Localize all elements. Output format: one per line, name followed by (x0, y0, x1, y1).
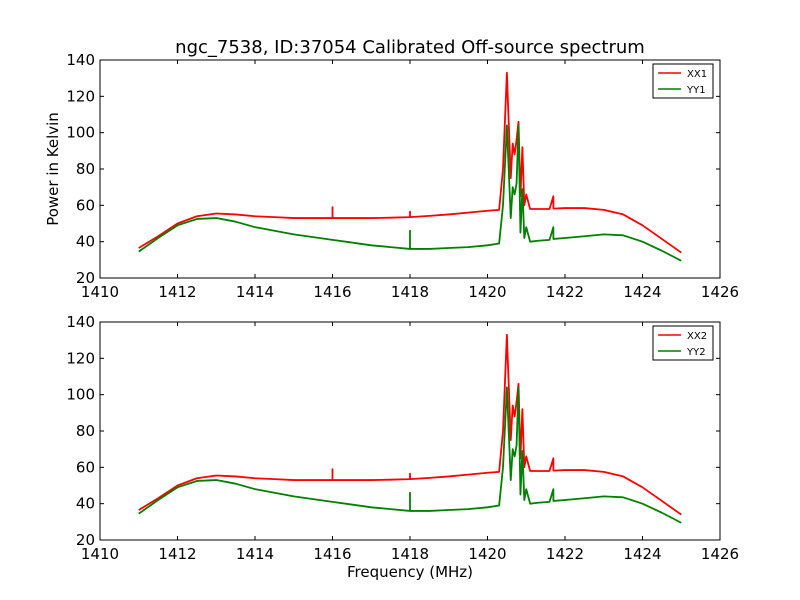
y-tick-label: 140 (66, 51, 95, 69)
y-tick-label: 60 (76, 196, 95, 214)
x-tick-label: 1416 (313, 283, 351, 301)
x-tick-label: 1414 (236, 283, 274, 301)
bottom-panel: 1410 1412 1414 1416 1418 1420 1422 1424 1426 20 40… (66, 313, 739, 563)
legend-label: YY2 (686, 347, 706, 358)
x-tick-label: 1414 (236, 545, 274, 563)
legend-box (652, 325, 714, 361)
legend-label: XX1 (687, 69, 707, 80)
x-tick-label: 1418 (391, 545, 429, 563)
x-tick-label: 1420 (468, 283, 506, 301)
x-tick-label: 1412 (158, 545, 196, 563)
y-tick-label: 100 (66, 386, 95, 404)
y-tick-label: 40 (76, 233, 95, 251)
x-tick-label: 1410 (81, 545, 119, 563)
y-tick-label: 100 (66, 124, 95, 142)
y-tick-label: 20 (76, 531, 95, 549)
x-tick-label: 1426 (701, 283, 739, 301)
series-line-xx2 (138, 333, 682, 516)
series-lines (138, 71, 682, 262)
x-tick-label: 1424 (623, 283, 661, 301)
y-tick-label: 140 (66, 313, 95, 331)
y-tick-label: 80 (76, 422, 95, 440)
y-tick-label: 80 (76, 160, 95, 178)
legend-label: YY1 (686, 85, 706, 96)
y-tick-label: 20 (76, 269, 95, 287)
x-tick-label: 1420 (468, 545, 506, 563)
x-tick-label: 1422 (546, 545, 584, 563)
x-tick-label: 1412 (158, 283, 196, 301)
x-tick-label: 1418 (391, 283, 429, 301)
y-tick-label: 120 (66, 87, 95, 105)
y-tick-label: 40 (76, 495, 95, 513)
chart-title: ngc_7538, ID:37054 Calibrated Off-source… (175, 37, 645, 58)
x-tick-label: 1410 (81, 283, 119, 301)
top-panel: 1410 1412 1414 1416 1418 1420 1422 1424 1426 20 40… (66, 51, 739, 301)
x-tick-label: 1424 (623, 545, 661, 563)
series-line-xx1 (138, 71, 682, 254)
series-line-yy2 (138, 386, 682, 524)
series-lines (138, 333, 682, 524)
x-tick-label: 1422 (546, 283, 584, 301)
legend-box (652, 63, 714, 99)
y-tick-label: 60 (76, 458, 95, 476)
x-axis-label: Frequency (MHz) (347, 563, 473, 581)
x-tick-label: 1416 (313, 545, 351, 563)
y-tick-label: 120 (66, 349, 95, 367)
series-line-yy1 (138, 124, 682, 262)
x-tick-label: 1426 (701, 545, 739, 563)
legend-label: XX2 (687, 331, 707, 342)
y-axis-label: Power in Kelvin (44, 112, 62, 226)
